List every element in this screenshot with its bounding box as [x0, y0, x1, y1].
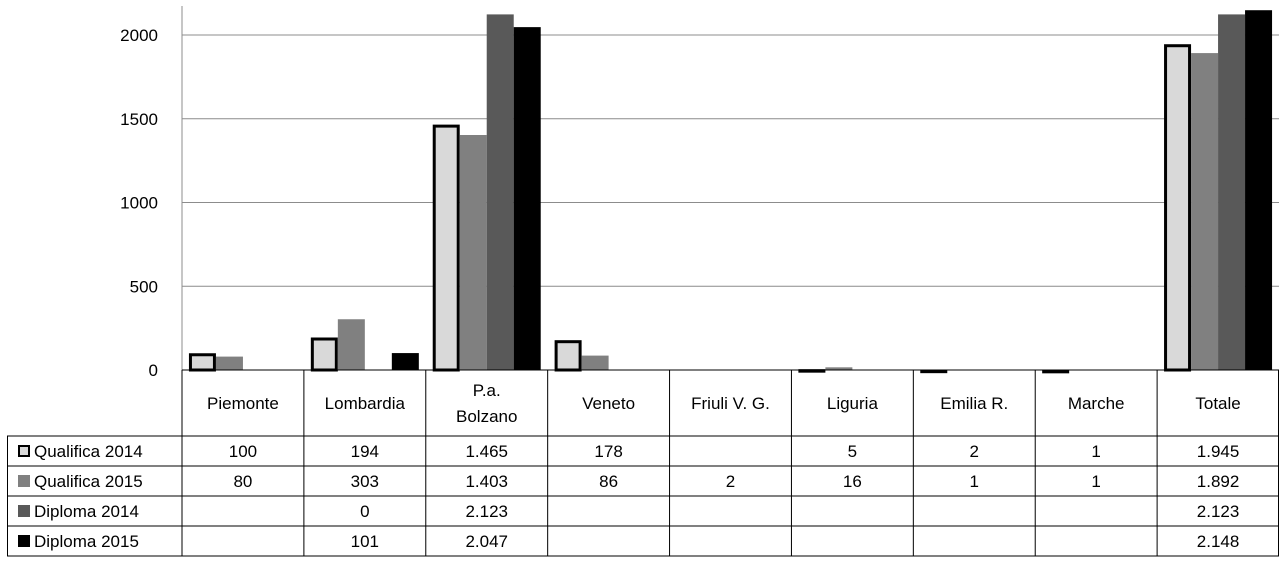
data-label-qualifica-2014-totale: 1.945 [1197, 442, 1240, 461]
data-label-diploma-2014-totale: 2.123 [1197, 502, 1240, 521]
bar-diploma-2014-totale [1218, 14, 1246, 371]
data-label-qualifica-2014-liguria: 5 [848, 442, 857, 461]
data-label-qualifica-2015-friuli-v-g: 2 [726, 472, 735, 491]
y-tick-label-1000: 1000 [120, 194, 158, 213]
bar-qualifica-2014-lombardia [310, 337, 338, 372]
bar-qualifica-2014-emilia-r [920, 369, 948, 374]
bar-qualifica-2015-veneto [581, 355, 609, 370]
bar-qualifica-2014-marche [1042, 369, 1070, 374]
bar-qualifica-2015-totale [1191, 53, 1219, 371]
bar-qualifica-2015-piemonte [215, 356, 243, 370]
bar-diploma-2014-p-a-bolzano [486, 14, 514, 371]
category-label-friuli-v-g: Friuli V. G. [691, 394, 770, 413]
bar-qualifica-2015-liguria [825, 367, 853, 370]
category-label-piemonte: Piemonte [207, 394, 279, 413]
bar-qualifica-2014-veneto [554, 340, 582, 372]
category-label-marche: Marche [1068, 394, 1125, 413]
category-label-liguria: Liguria [827, 394, 879, 413]
legend-key-qualifica-2015 [18, 475, 30, 487]
data-label-qualifica-2014-lombardia: 194 [351, 442, 379, 461]
bar-qualifica-2015-lombardia [337, 319, 365, 370]
bars [188, 10, 1273, 374]
legend-label-diploma-2014: Diploma 2014 [34, 502, 139, 521]
y-tick-label-1500: 1500 [120, 110, 158, 129]
y-tick-label-0: 0 [149, 361, 158, 380]
data-label-qualifica-2014-veneto: 178 [594, 442, 622, 461]
category-label-p-a-bolzano-line1: P.a. [473, 381, 501, 400]
data-label-qualifica-2015-p-a-bolzano: 1.403 [465, 472, 508, 491]
bar-diploma-2015-p-a-bolzano [513, 27, 541, 370]
legend-label-qualifica-2015: Qualifica 2015 [34, 472, 143, 491]
y-tick-label-500: 500 [130, 277, 158, 296]
category-label-p-a-bolzano-line2: Bolzano [456, 407, 517, 426]
data-label-qualifica-2014-piemonte: 100 [229, 442, 257, 461]
category-label-veneto: Veneto [582, 394, 635, 413]
y-tick-label-2000: 2000 [120, 26, 158, 45]
data-label-qualifica-2015-veneto: 86 [599, 472, 618, 491]
legend-label-qualifica-2014: Qualifica 2014 [34, 442, 143, 461]
y-axis: 0 500 1000 1500 2000 [120, 6, 183, 380]
data-label-qualifica-2014-marche: 1 [1091, 442, 1100, 461]
legend-key-diploma-2015 [18, 535, 30, 547]
bar-qualifica-2015-p-a-bolzano [459, 134, 487, 370]
data-label-qualifica-2014-p-a-bolzano: 1.465 [465, 442, 508, 461]
data-label-diploma-2014-p-a-bolzano: 2.123 [465, 502, 508, 521]
data-label-diploma-2014-lombardia: 0 [360, 502, 369, 521]
data-label-diploma-2015-lombardia: 101 [351, 532, 379, 551]
bar-qualifica-2014-totale [1164, 44, 1192, 372]
gridlines [182, 34, 1279, 287]
data-label-diploma-2015-totale: 2.148 [1197, 532, 1240, 551]
data-label-qualifica-2015-piemonte: 80 [233, 472, 252, 491]
data-label-qualifica-2015-totale: 1.892 [1197, 472, 1240, 491]
data-table: Piemonte Lombardia P.a. Bolzano Veneto Friuli… [7, 369, 1279, 557]
bar-qualifica-2014-liguria [798, 369, 826, 373]
bar-diploma-2015-totale [1245, 10, 1273, 371]
data-label-qualifica-2015-emilia-r: 1 [970, 472, 979, 491]
legend-label-diploma-2015: Diploma 2015 [34, 532, 139, 551]
bar-qualifica-2014-piemonte [188, 353, 216, 372]
bar-diploma-2015-lombardia [391, 353, 419, 370]
data-label-qualifica-2015-liguria: 16 [843, 472, 862, 491]
legend-key-qualifica-2014 [18, 445, 30, 457]
category-label-lombardia: Lombardia [325, 394, 406, 413]
data-label-diploma-2015-p-a-bolzano: 2.047 [465, 532, 508, 551]
category-label-totale: Totale [1195, 394, 1240, 413]
category-label-emilia-r: Emilia R. [940, 394, 1008, 413]
data-label-qualifica-2015-marche: 1 [1091, 472, 1100, 491]
legend-key-diploma-2014 [18, 505, 30, 517]
data-label-qualifica-2014-emilia-r: 2 [970, 442, 979, 461]
data-label-qualifica-2015-lombardia: 303 [351, 472, 379, 491]
bar-qualifica-2014-p-a-bolzano [432, 124, 460, 372]
